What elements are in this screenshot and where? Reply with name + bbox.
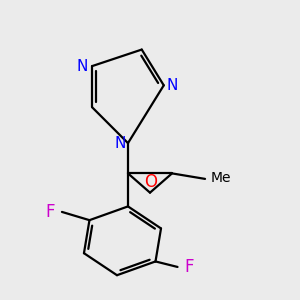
Text: Me: Me (211, 170, 232, 184)
Text: N: N (166, 78, 178, 93)
Text: N: N (114, 136, 125, 151)
Text: F: F (184, 258, 194, 276)
Text: O: O (144, 173, 157, 191)
Text: F: F (46, 203, 55, 221)
Text: N: N (77, 58, 88, 74)
